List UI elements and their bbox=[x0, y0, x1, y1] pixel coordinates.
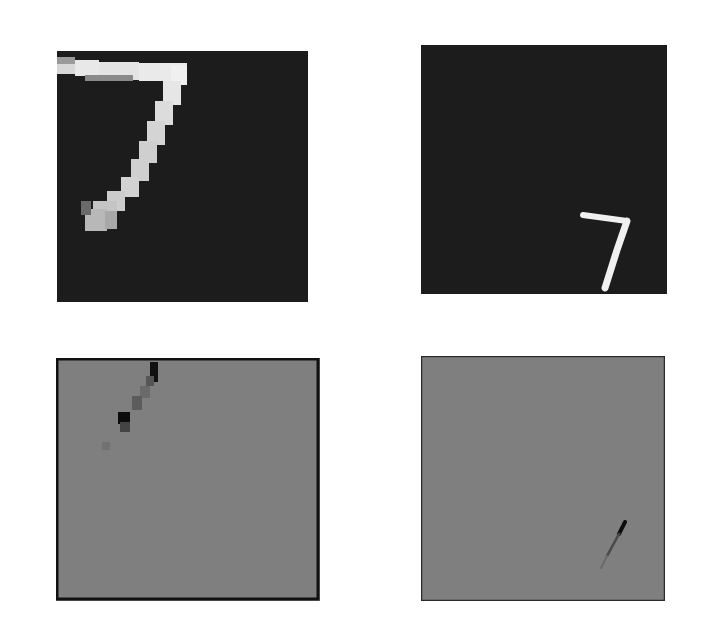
difference-map-large-image bbox=[56, 358, 320, 601]
difference-map-large-panel bbox=[56, 358, 320, 601]
difference-map-small-panel bbox=[421, 356, 665, 601]
digit-seven-small-image bbox=[421, 45, 667, 294]
digit-seven-small-panel bbox=[421, 45, 667, 294]
digit-seven-large-panel bbox=[57, 51, 308, 302]
difference-map-small-image bbox=[421, 356, 665, 601]
digit-seven-large-image bbox=[57, 51, 308, 302]
